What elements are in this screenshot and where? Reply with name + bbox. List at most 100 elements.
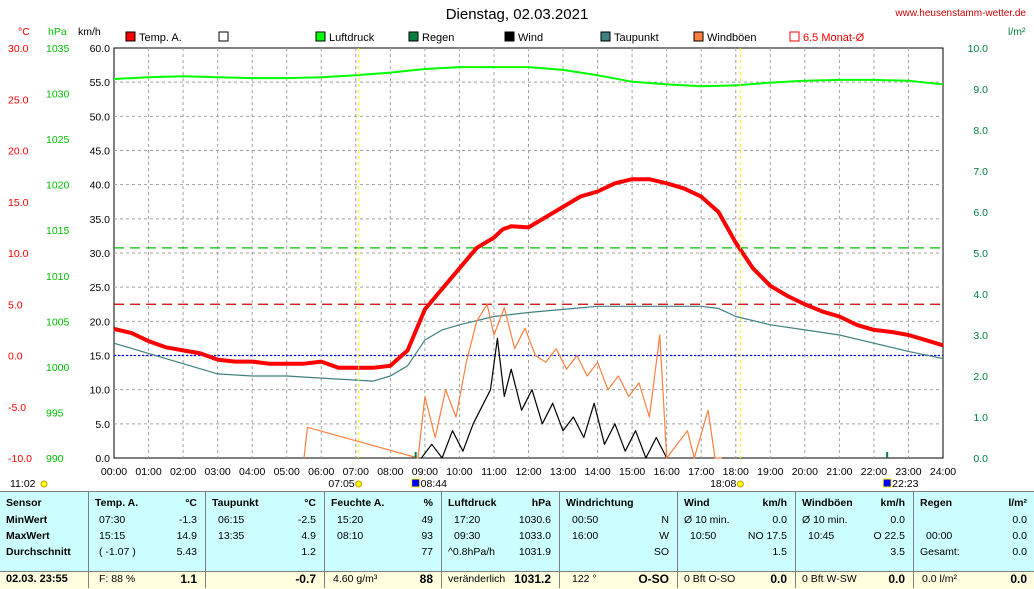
time-tick-20: 20:00 (792, 466, 818, 478)
rain-current-label: 0.0 l/m² (922, 573, 958, 585)
hpa-tick-2: 1025 (46, 134, 70, 146)
hpa-tick-1: 1030 (46, 89, 70, 101)
time-tick-11: 11:00 (481, 466, 507, 478)
sun-rise-marker-label: 07:05 (328, 478, 354, 490)
hpa-tick-0: 1035 (46, 43, 70, 55)
temp-min-value: -1.3 (178, 514, 197, 526)
pressure-max-value: 1033.0 (518, 530, 551, 542)
series-line-1 (113, 305, 944, 382)
temp-header: Temp. A. (95, 497, 139, 509)
gust-unit: km/h (880, 497, 905, 509)
moon-set-marker-label: 08:44 (421, 478, 447, 490)
time-tick-0: 00:00 (101, 466, 127, 478)
time-tick-18: 18:00 (723, 466, 749, 478)
celsius-tick-2: 20.0 (8, 146, 29, 158)
legend-label-6: Windböen (707, 32, 757, 44)
legend-label-0: Temp. A. (139, 32, 182, 44)
wind-direction-avg-value: SO (653, 546, 669, 558)
humidity-header: Feuchte A. (331, 497, 385, 509)
humidity-min-time: 15:20 (337, 514, 364, 526)
dewpoint-max-value: 4.9 (301, 530, 316, 542)
pressure-min-time: 17:20 (454, 514, 481, 526)
dewpoint-min-time: 06:15 (218, 514, 245, 526)
celsius-tick-1: 25.0 (8, 94, 29, 106)
time-tick-23: 23:00 (895, 466, 921, 478)
kmh-tick-12: 0.0 (95, 453, 110, 465)
rain-tick-3: 7.0 (973, 166, 988, 178)
rain-total-value: 0.0 (1012, 546, 1027, 558)
sun-rise-marker (355, 480, 363, 488)
time-tick-3: 03:00 (204, 466, 230, 478)
humidity-column: Feuchte A. % 15:20 49 08:10 93 77 4.60 g… (325, 492, 442, 588)
legend-label-3: Regen (422, 32, 454, 44)
pressure-current-label: veränderlich (448, 573, 506, 585)
pressure-header: Luftdruck (448, 497, 497, 509)
rain-min-time: 00:00 (926, 530, 953, 542)
row-label-avg: Durchschnitt (6, 546, 71, 558)
gust-header: Windböen (802, 497, 853, 509)
rain-tick-4: 6.0 (973, 207, 988, 219)
legend-swatch-2 (315, 31, 326, 42)
temp-max-time: 15:15 (99, 530, 126, 542)
kmh-tick-1: 55.0 (90, 77, 111, 89)
dewpoint-header: Taupunkt (212, 497, 259, 509)
celsius-tick-8: -10.0 (8, 453, 32, 465)
current-row-highlight (0, 571, 1034, 589)
time-tick-1: 01:00 (135, 466, 161, 478)
chart-title: Dienstag, 02.03.2021 (445, 6, 589, 23)
rain-tick-1: 9.0 (973, 84, 988, 96)
legend-label-4: Wind (518, 32, 543, 44)
wind-header: Wind (684, 497, 710, 509)
wind-min-value: 0.0 (772, 514, 787, 526)
wind-column: Wind km/h Ø 10 min. 0.0 10:50 NO 17.5 1.… (678, 492, 796, 588)
gust-max-value: O 22.5 (873, 530, 905, 542)
time-tick-7: 07:00 (343, 466, 369, 478)
celsius-tick-3: 15.0 (8, 197, 29, 209)
gust-min-label: Ø 10 min. (802, 514, 848, 526)
rain-tick-5: 5.0 (973, 248, 988, 260)
row-label-max: MaxWert (6, 530, 50, 542)
kmh-tick-5: 35.0 (90, 214, 111, 226)
time-tick-22: 22:00 (861, 466, 887, 478)
statistics-table: Sensor MinWert MaxWert Durchschnitt 02.0… (0, 491, 1034, 589)
legend-swatch-6 (693, 31, 704, 42)
row-label-column: Sensor MinWert MaxWert Durchschnitt 02.0… (0, 492, 89, 588)
dewpoint-column: Taupunkt °C 06:15 -2.5 13:35 4.9 1.2 -0.… (206, 492, 325, 588)
time-tick-10: 10:00 (446, 466, 472, 478)
day-length-label: 11:02 (10, 478, 36, 490)
humidity-current-label: 4.60 g/m³ (333, 573, 378, 585)
time-tick-9: 09:00 (412, 466, 438, 478)
celsius-unit-label: °C (18, 26, 30, 38)
temp-min-time: 07:30 (99, 514, 126, 526)
gust-current-label: 0 Bft W-SW (802, 573, 857, 585)
wind-direction-current-value: O-SO (638, 572, 669, 586)
series-line-4 (303, 303, 722, 459)
hpa-tick-4: 1015 (46, 225, 70, 237)
row-label-current: 02.03. 23:55 (6, 573, 68, 585)
wind-direction-current-label: 122 ° (572, 573, 597, 585)
time-tick-17: 17:00 (688, 466, 714, 478)
wind-max-time: 10:50 (690, 530, 717, 542)
wind-direction-header: Windrichtung (566, 497, 634, 509)
rain-tick-2: 8.0 (973, 125, 988, 137)
gust-column: Windböen km/h Ø 10 min. 0.0 10:45 O 22.5… (796, 492, 914, 588)
legend-swatch-4 (504, 31, 515, 42)
kmh-tick-6: 30.0 (90, 248, 111, 260)
pressure-unit: hPa (531, 497, 551, 509)
kmh-unit-label: km/h (78, 26, 101, 38)
wind-avg-value: 1.5 (772, 546, 787, 558)
hpa-tick-9: 990 (46, 453, 64, 465)
humidity-current-value: 88 (419, 572, 433, 586)
kmh-tick-7: 25.0 (90, 282, 111, 294)
temp-current-label: F: 88 % (99, 573, 136, 585)
dewpoint-max-time: 13:35 (218, 530, 245, 542)
pressure-min-value: 1030.6 (518, 514, 551, 526)
sun-set-marker (736, 480, 744, 488)
website-link[interactable]: www.heusenstamm-wetter.de (895, 8, 1026, 19)
time-tick-21: 21:00 (826, 466, 852, 478)
pressure-avg-value: 1031.9 (518, 546, 551, 558)
temp-column: Temp. A. °C 07:30 -1.3 15:15 14.9 ( -1.0… (89, 492, 206, 588)
legend-label-5: Taupunkt (614, 32, 659, 44)
rain-unit-label: l/m² (1008, 26, 1026, 38)
rain-tick-10: 0.0 (973, 453, 988, 465)
